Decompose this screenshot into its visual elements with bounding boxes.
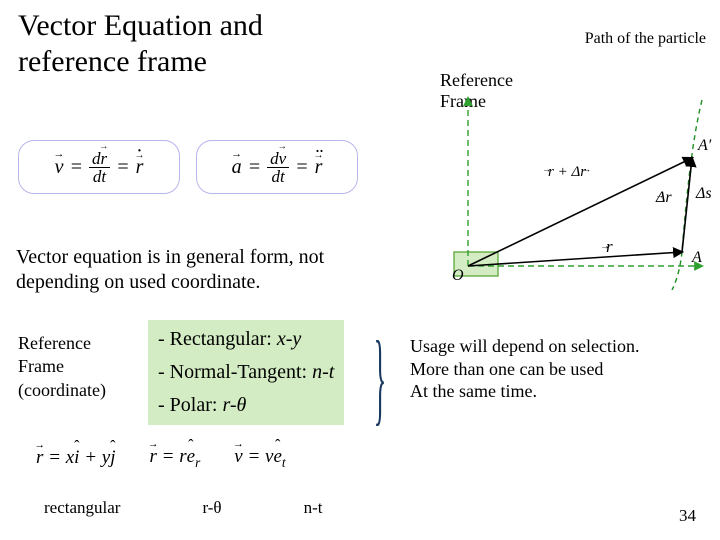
dv-dt-fraction: dv dt: [267, 150, 289, 185]
acceleration-equation-box: a = dv dt = r: [196, 140, 358, 194]
r-ddot-vector: r: [315, 156, 323, 179]
page-number: 34: [679, 506, 696, 526]
eq-nt: v = vet: [234, 446, 285, 471]
description-text: Vector equation is in general form, not …: [16, 245, 324, 295]
r-dot-vector: r: [136, 156, 144, 179]
title-line1: Vector Equation and: [18, 9, 263, 42]
list-item-polar: - Polar: r-θ: [158, 389, 334, 422]
vector-diagram: O A A′ Δs r → Δr → r + Δr → →: [430, 50, 712, 290]
dr-dt-fraction: dr dt: [89, 150, 110, 185]
eq-polar: r = rer: [150, 446, 201, 471]
bottom-equations-row: r = xi + yj r = rer v = vet: [36, 440, 396, 476]
svg-text:→: →: [582, 164, 591, 174]
path-of-particle-label: Path of the particle: [585, 30, 706, 48]
delta-s-label: Δs: [695, 185, 712, 202]
label-n-t: n-t: [304, 498, 323, 518]
a-vector: a: [232, 156, 242, 179]
v-vector: v: [55, 156, 64, 179]
point-a-prime-label: A′: [697, 137, 712, 154]
curly-brace-icon: }: [374, 318, 386, 437]
r-vector-line: [468, 252, 682, 266]
svg-text:→: →: [542, 164, 551, 174]
list-item-normal-tangent: - Normal-Tangent: n-t: [158, 356, 334, 389]
list-item-rectangular: - Rectangular: x-y: [158, 323, 334, 356]
point-a-label: A: [691, 249, 702, 266]
eq-rectangular: r = xi + yj: [36, 447, 116, 469]
usage-note: Usage will depend on selection. More tha…: [410, 335, 639, 403]
bottom-labels-row: rectangular r-θ n-t: [44, 498, 404, 518]
label-r-theta: r-θ: [202, 498, 221, 518]
origin-label: O: [452, 267, 464, 284]
r-plus-dr-label: r + Δr: [548, 164, 586, 180]
coordinate-systems-list: - Rectangular: x-y - Normal-Tangent: n-t…: [148, 320, 344, 425]
title-line2: reference frame: [18, 45, 207, 78]
reference-frame-sidebar-label: Reference Frame (coordinate): [18, 332, 134, 402]
page-title: Vector Equation and reference frame: [18, 8, 263, 80]
svg-text:→: →: [655, 190, 664, 200]
svg-text:→: →: [600, 241, 610, 252]
dr-vector-line: [682, 158, 692, 252]
label-rectangular: rectangular: [44, 498, 120, 518]
velocity-equation-box: v = dr dt = r: [18, 140, 180, 194]
